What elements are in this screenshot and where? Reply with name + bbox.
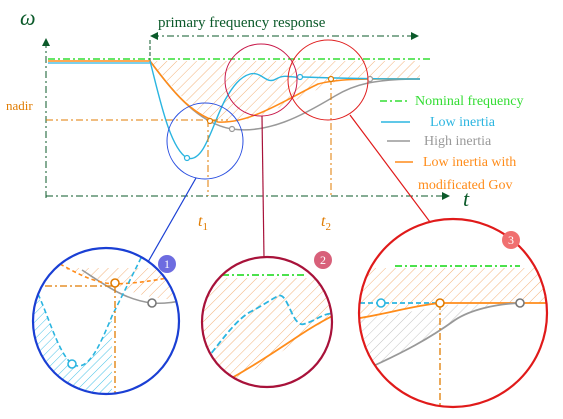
zoom3-grey-region [360,303,520,372]
zoom2-ring [200,255,334,389]
zoom-panel-3: 3 [357,217,549,409]
zoom1-grey-point [147,298,157,308]
modified-gov-nadir-point [206,117,214,125]
zoom1-orange-point [110,278,120,288]
zoom3-grey-curve [359,302,521,373]
zoom3-blue-point [376,298,386,308]
pfr-arrow-left-head [150,32,158,40]
highlight-circle-1 [166,102,244,180]
legend: Nominal frequency Low inertia High inert… [380,94,523,193]
low-inertia-settle-point [296,73,304,81]
low-inertia-nadir-point [183,154,191,162]
modified-gov-settle-point [327,75,335,83]
highlight-circle-3 [287,39,369,121]
omega-symbol: ω [20,5,36,30]
modified-gov-curve [149,60,421,123]
zoom-connector-2 [261,115,265,259]
pfr-arrow-right-head [411,32,419,40]
zoom3-badge-number: 3 [508,233,514,247]
zoom2-badge [314,251,332,269]
zoom3-orange-region [360,268,547,318]
t1-label: t1 [198,213,208,233]
legend-label-nominal: Nominal frequency [415,94,523,109]
zoom1-blue-curve [33,249,146,367]
zoom3-orange-point [435,298,445,308]
zoom1-ring [31,246,181,396]
zoom2-badge-number: 2 [320,253,326,267]
legend-label-low-inertia: Low inertia [430,115,496,130]
nadir-label: nadir [6,98,33,113]
legend-label-modified-gov-2: modificated Gov [418,178,512,193]
deviation-region [150,61,420,123]
zoom-connector-3 [349,114,431,223]
zoom-connector-1 [147,177,197,263]
zoom2-blue-curve [205,295,332,361]
legend-label-high-inertia: High inertia [424,134,492,149]
highlight-circle-2 [224,43,298,117]
zoom2-orange-region [202,278,332,387]
zoom3-badge [502,231,520,249]
zoom1-badge-number: 1 [164,257,170,271]
low-inertia-curve [149,60,421,160]
pfr-label: primary frequency response [158,15,326,31]
t2-label: t2 [321,213,331,233]
zoom3-grey-point [515,298,525,308]
legend-label-modified-gov: Low inertia with [423,155,516,170]
high-inertia-nadir-point [228,125,236,133]
zoom-panel-1: 1 [31,246,181,396]
main-plot: nadir ω t t1 t2 primary frequency respon… [6,5,470,263]
t-symbol: t [463,186,470,211]
zoom1-badge [158,255,176,273]
zoom3-ring [357,217,549,409]
zoom1-blue-point [67,359,77,369]
zoom-panel-2: 2 [200,251,334,389]
